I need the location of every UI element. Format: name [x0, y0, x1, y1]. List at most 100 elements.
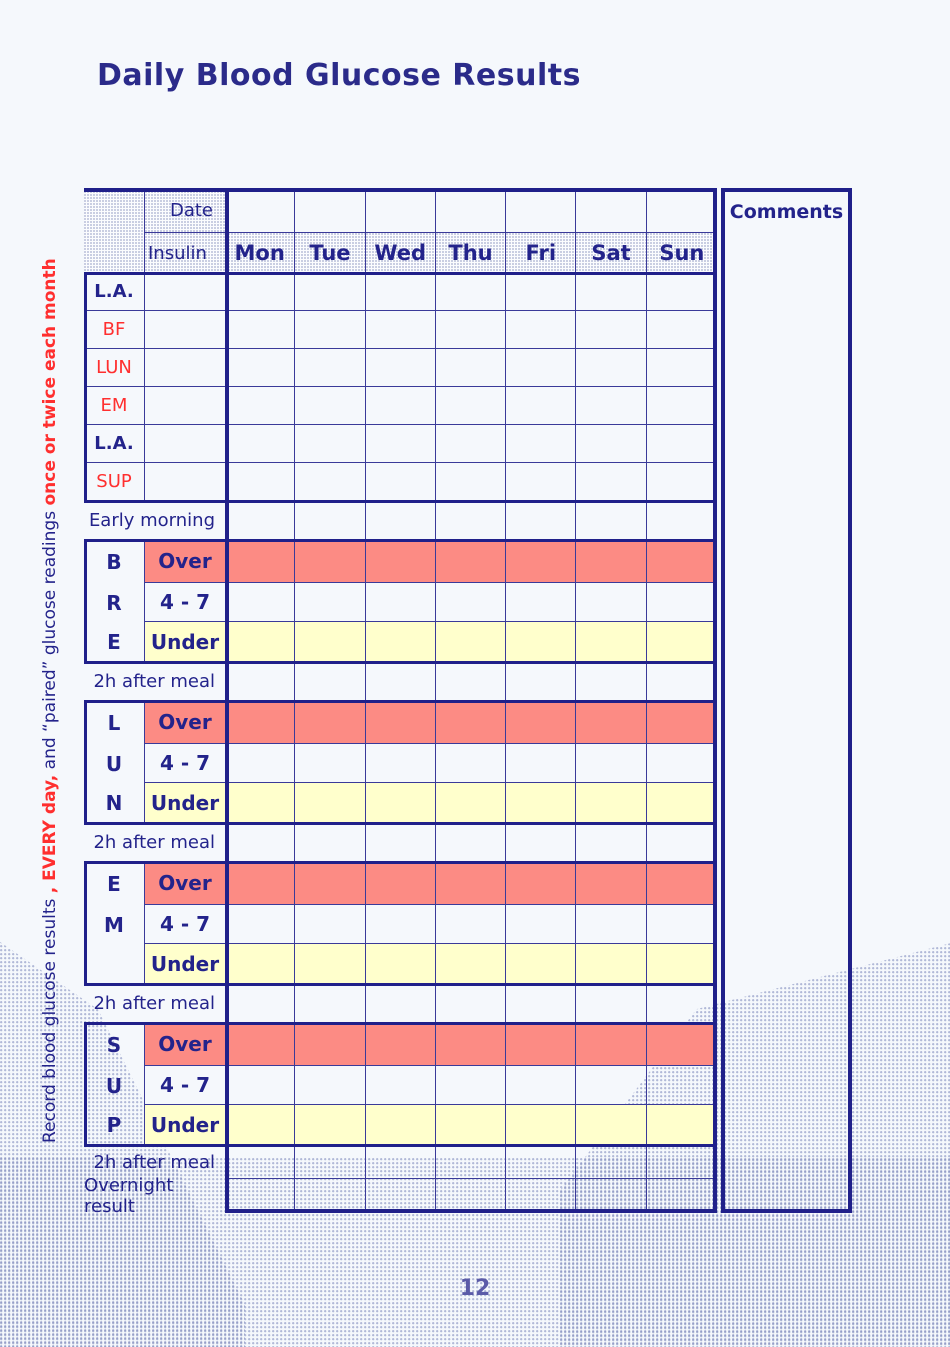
result-cell	[646, 1023, 717, 1066]
result-cell	[506, 701, 577, 744]
group-letter: U	[105, 1073, 123, 1098]
result-cell	[506, 862, 577, 905]
date-entry-cell	[435, 188, 507, 233]
result-cell	[295, 622, 366, 662]
result-cell	[365, 1145, 436, 1179]
result-cell	[225, 622, 296, 662]
result-cell	[646, 387, 717, 425]
result-cell	[576, 1179, 647, 1213]
result-cell	[225, 273, 296, 311]
result-cell	[365, 1105, 436, 1145]
range-label: Over	[145, 701, 225, 744]
result-cell	[365, 540, 436, 583]
result-cell	[225, 311, 296, 349]
result-cell	[506, 273, 577, 311]
result-cell	[435, 823, 507, 862]
result-cell	[225, 540, 296, 583]
result-cell	[506, 1179, 577, 1213]
result-cell	[646, 905, 717, 944]
day-header-sat: Sat	[576, 233, 647, 273]
result-cell	[295, 501, 366, 540]
result-cell	[295, 944, 366, 984]
result-cell	[576, 463, 647, 501]
result-cell	[225, 1023, 296, 1066]
result-cell	[365, 701, 436, 744]
result-cell	[295, 744, 366, 783]
glucose-grid: Date Insulin Mon Tue Wed Thu Fri Sat Sun L.A. BF LU…	[84, 188, 717, 1217]
result-cell	[295, 583, 366, 622]
range-label: Under	[145, 622, 225, 662]
result-cell	[576, 501, 647, 540]
result-cell	[365, 905, 436, 944]
result-cell	[576, 905, 647, 944]
result-cell	[435, 311, 507, 349]
result-cell	[506, 905, 577, 944]
result-cell	[435, 1023, 507, 1066]
result-cell	[365, 501, 436, 540]
result-cell	[365, 1023, 436, 1066]
result-cell	[646, 311, 717, 349]
result-cell	[225, 944, 296, 984]
result-cell	[225, 905, 296, 944]
result-cell	[506, 583, 577, 622]
result-cell	[506, 349, 577, 387]
result-cell	[646, 540, 717, 583]
result-cell	[576, 622, 647, 662]
side-note-segment: once or twice each month	[40, 258, 60, 506]
group-letter: S	[106, 1032, 122, 1057]
result-cell	[646, 1066, 717, 1105]
result-cell	[506, 311, 577, 349]
result-cell	[435, 984, 507, 1023]
result-cell	[576, 1145, 647, 1179]
range-label: Over	[145, 540, 225, 583]
result-cell	[576, 311, 647, 349]
date-entry-cell	[576, 188, 647, 233]
result-cell	[225, 744, 296, 783]
result-cell	[225, 387, 296, 425]
result-cell	[295, 349, 366, 387]
result-cell	[225, 662, 296, 701]
result-cell	[365, 463, 436, 501]
band-label: 2h after meal	[93, 1151, 215, 1173]
range-label: Under	[145, 783, 225, 823]
result-cell	[295, 1145, 366, 1179]
result-cell	[646, 583, 717, 622]
group-letter: R	[106, 590, 122, 615]
result-cell	[646, 622, 717, 662]
result-cell	[295, 540, 366, 583]
insulin-dose-cell	[145, 349, 225, 387]
result-cell	[435, 540, 507, 583]
result-cell	[225, 862, 296, 905]
result-cell	[435, 944, 507, 984]
band-label: 2h after meal	[93, 832, 215, 853]
result-cell	[435, 1145, 507, 1179]
range-label: 4 - 7	[145, 905, 225, 944]
result-cell	[506, 622, 577, 662]
result-cell	[576, 349, 647, 387]
insulin-row-label: L.A.	[84, 273, 145, 311]
group-letter: N	[105, 791, 123, 815]
result-cell	[295, 905, 366, 944]
result-cell	[576, 1105, 647, 1145]
date-label: Date	[145, 188, 225, 233]
result-cell	[365, 944, 436, 984]
result-cell	[646, 463, 717, 501]
result-cell	[646, 783, 717, 823]
result-cell	[295, 783, 366, 823]
group-letter: E	[107, 630, 121, 654]
result-cell	[506, 387, 577, 425]
result-cell	[506, 662, 577, 701]
result-cell	[225, 349, 296, 387]
result-cell	[576, 1066, 647, 1105]
day-header-fri: Fri	[506, 233, 577, 273]
result-cell	[295, 463, 366, 501]
result-cell	[365, 622, 436, 662]
result-cell	[225, 583, 296, 622]
comments-box: Comments	[721, 188, 852, 1213]
result-cell	[646, 273, 717, 311]
result-cell	[576, 823, 647, 862]
band-label: Overnight result	[84, 1175, 174, 1217]
